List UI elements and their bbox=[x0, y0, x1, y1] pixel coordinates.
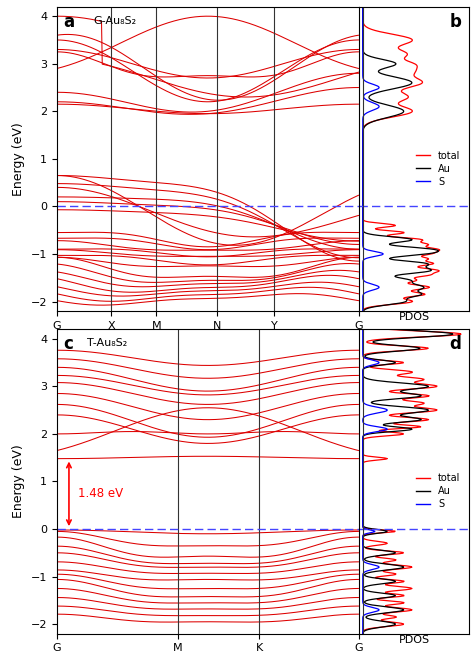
Text: T-Au₈S₂: T-Au₈S₂ bbox=[87, 338, 128, 348]
X-axis label: PDOS: PDOS bbox=[398, 312, 429, 322]
Legend: total, Au, S: total, Au, S bbox=[412, 147, 465, 191]
Y-axis label: Energy (eV): Energy (eV) bbox=[12, 445, 25, 518]
Legend: total, Au, S: total, Au, S bbox=[412, 470, 465, 513]
Y-axis label: Energy (eV): Energy (eV) bbox=[12, 122, 25, 195]
Text: c: c bbox=[63, 336, 73, 354]
X-axis label: PDOS: PDOS bbox=[398, 635, 429, 645]
Text: G-Au₈S₂: G-Au₈S₂ bbox=[93, 16, 136, 26]
Text: d: d bbox=[449, 336, 461, 354]
Text: a: a bbox=[63, 13, 74, 31]
Text: b: b bbox=[449, 13, 461, 31]
Text: 1.48 eV: 1.48 eV bbox=[78, 488, 123, 500]
